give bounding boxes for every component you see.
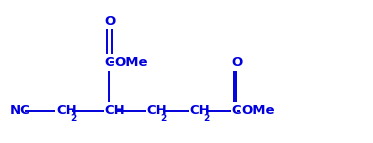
- Text: O: O: [232, 56, 243, 69]
- Text: NC: NC: [10, 104, 30, 117]
- Text: CH: CH: [104, 104, 125, 117]
- Text: OMe: OMe: [115, 56, 148, 69]
- Text: CH: CH: [189, 104, 210, 117]
- Text: CH: CH: [147, 104, 167, 117]
- Text: 2: 2: [161, 114, 167, 123]
- Text: C: C: [104, 56, 114, 69]
- Text: C: C: [232, 104, 241, 117]
- Text: OMe: OMe: [241, 104, 275, 117]
- Text: O: O: [104, 15, 116, 28]
- Text: 2: 2: [204, 114, 210, 123]
- Text: CH: CH: [56, 104, 77, 117]
- Text: 2: 2: [70, 114, 76, 123]
